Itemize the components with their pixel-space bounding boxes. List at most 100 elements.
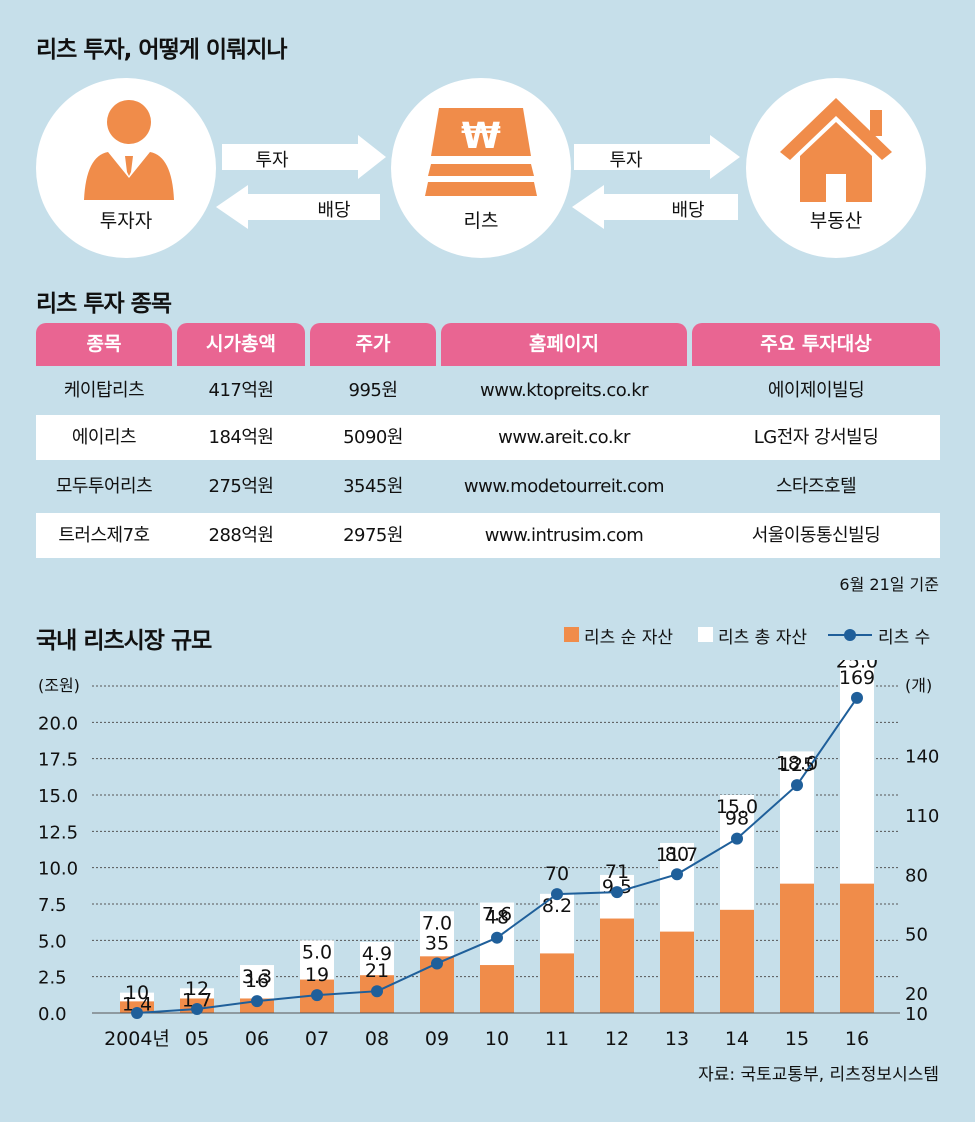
investor-node: 투자자 — [36, 78, 216, 258]
count-label: 125 — [779, 754, 815, 776]
bar-total-label: 25.0 — [836, 660, 878, 673]
x-tick-label: 15 — [785, 1028, 809, 1050]
y-right-unit: (개) — [905, 676, 932, 695]
y-right-tick-label: 10 — [905, 1004, 928, 1025]
cell-name: 케이탑리츠 — [63, 380, 145, 401]
chart-title: 국내 리츠시장 규모 — [36, 628, 212, 654]
x-tick-label: 10 — [485, 1028, 509, 1050]
investor-label: 투자자 — [99, 210, 153, 232]
arrow-label-dividend-2: 배당 — [671, 200, 705, 221]
count-label: 35 — [425, 932, 449, 954]
reits-won-gold-icon: ₩ — [425, 108, 537, 196]
legend-swatch-total — [698, 627, 713, 642]
chart-source: 자료: 국토교통부, 리츠정보시스템 — [698, 1065, 939, 1085]
bar-total-label: 1.7 — [182, 989, 212, 1011]
legend-label-net: 리츠 순 자산 — [584, 628, 674, 648]
x-tick-label: 06 — [245, 1028, 269, 1050]
cell-name: 에이리츠 — [71, 427, 137, 448]
bar-net-assets — [780, 883, 814, 1013]
count-point — [371, 985, 383, 998]
th-homepage: 홈페이지 — [441, 323, 687, 366]
x-tick-label: 09 — [425, 1028, 449, 1050]
reits-label: 리츠 — [463, 210, 499, 232]
cell-price: 5090원 — [343, 427, 403, 448]
y-left-tick-label: 10.0 — [38, 859, 78, 880]
count-point — [551, 888, 563, 901]
cell-homepage[interactable]: www.modetourreit.com — [463, 476, 665, 497]
x-tick-label: 2004년 — [104, 1028, 170, 1050]
count-label: 48 — [485, 907, 509, 929]
y-left-tick-label: 5.0 — [38, 931, 67, 952]
house-icon — [780, 98, 892, 202]
count-label: 71 — [605, 861, 629, 883]
y-left-tick-label: 2.5 — [38, 968, 67, 989]
count-label: 169 — [839, 667, 875, 689]
x-tick-label: 14 — [725, 1028, 749, 1050]
arrow-dividend-1 — [216, 185, 380, 229]
cell-price: 2975원 — [343, 525, 403, 546]
bar-net-assets — [840, 883, 874, 1013]
y-right-tick-label: 50 — [905, 925, 928, 946]
svg-text:₩: ₩ — [461, 116, 501, 157]
table-note: 6월 21일 기준 — [839, 575, 939, 594]
reits-node: ₩ 리츠 — [391, 78, 571, 258]
y-left-tick-label: 7.5 — [38, 895, 67, 916]
bar-total-label: 15.0 — [716, 796, 758, 818]
count-point — [851, 691, 863, 704]
legend-swatch-count — [828, 629, 872, 641]
bar-net-assets — [600, 918, 634, 1013]
y-left-tick-label: 0.0 — [38, 1004, 67, 1025]
count-point — [731, 832, 743, 845]
count-label: 21 — [365, 960, 389, 982]
cell-homepage[interactable]: www.areit.co.kr — [498, 427, 630, 448]
bar-total-label: 7.6 — [482, 904, 512, 926]
y-left-tick-label: 15.0 — [38, 786, 78, 807]
cell-cap: 184억원 — [208, 427, 274, 448]
count-label: 80 — [665, 843, 689, 865]
count-point — [251, 995, 263, 1008]
bar-total-label: 7.0 — [422, 912, 452, 934]
cell-price: 995원 — [348, 380, 398, 401]
count-point — [431, 957, 443, 970]
y-left-tick-label: 20.0 — [38, 713, 78, 734]
count-point — [791, 779, 803, 792]
x-tick-label: 16 — [845, 1028, 869, 1050]
table-title: 리츠 투자 종목 — [36, 291, 172, 317]
reits-market-chart: (조원) (개) 0.0 2.5 5.0 7.5 10.0 12.5 15.0 17.5 20.0 1… — [38, 660, 939, 1050]
x-tick-label: 13 — [665, 1028, 689, 1050]
y-left-tick-label: 12.5 — [38, 822, 78, 843]
cell-target: 스타즈호텔 — [775, 476, 857, 497]
count-label: 98 — [725, 808, 749, 830]
table-row: 트러스제7호 288억원 2975원 www.intrusim.com 서울이동… — [36, 513, 940, 558]
investor-person-icon — [84, 100, 174, 200]
legend-label-count: 리츠 수 — [878, 628, 931, 648]
arrow-label-invest-1: 투자 — [255, 150, 289, 171]
bar-net-assets — [540, 953, 574, 1013]
cell-homepage[interactable]: www.intrusim.com — [484, 525, 644, 546]
bar-total-label: 3.3 — [242, 966, 272, 988]
count-point — [191, 1003, 203, 1016]
x-tick-label: 05 — [185, 1028, 209, 1050]
table-row: 케이탑리츠 417억원 995원 www.ktopreits.co.kr 에이제… — [36, 368, 940, 413]
count-point — [311, 989, 323, 1002]
bar-total-label: 5.0 — [302, 941, 332, 963]
x-tick-label: 11 — [545, 1028, 569, 1050]
cell-cap: 288억원 — [208, 525, 274, 546]
bar-net-assets — [480, 965, 514, 1013]
count-point — [671, 868, 683, 881]
arrow-invest-2 — [574, 135, 740, 179]
count-point — [611, 886, 623, 899]
count-label: 10 — [125, 982, 149, 1004]
y-right-tick-label: 20 — [905, 984, 928, 1005]
count-label: 12 — [185, 978, 209, 1000]
flow-arrows — [216, 135, 740, 229]
cell-target: LG전자 강서빌딩 — [753, 427, 879, 448]
legend-swatch-net — [564, 627, 579, 642]
bar-total-label: 11.7 — [656, 844, 698, 866]
cell-homepage[interactable]: www.ktopreits.co.kr — [479, 380, 649, 401]
cell-target: 서울이동통신빌딩 — [751, 525, 881, 546]
arrow-label-invest-2: 투자 — [609, 150, 643, 171]
x-tick-label: 12 — [605, 1028, 629, 1050]
count-point — [131, 1007, 143, 1019]
count-label: 16 — [245, 970, 269, 992]
